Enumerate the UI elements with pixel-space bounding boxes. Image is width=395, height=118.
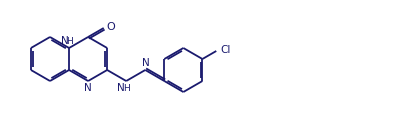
Text: N: N [84, 83, 92, 93]
Text: Cl: Cl [220, 45, 230, 55]
Text: H: H [123, 84, 130, 93]
Text: N: N [61, 36, 68, 46]
Text: O: O [106, 22, 115, 32]
Text: N: N [142, 58, 150, 68]
Text: N: N [117, 83, 125, 93]
Text: H: H [66, 36, 72, 46]
